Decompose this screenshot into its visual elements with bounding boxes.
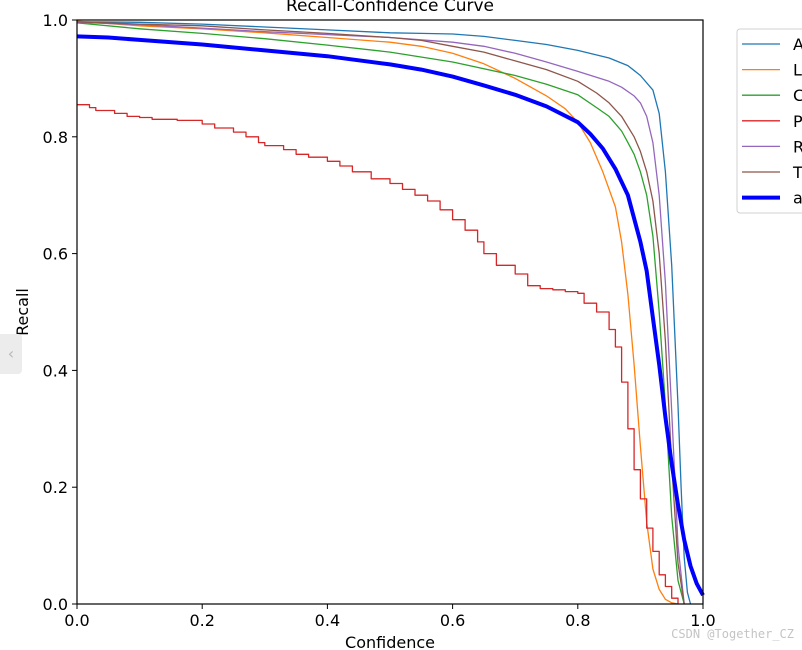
plot-lines	[76, 20, 705, 605]
x-axis-label: Confidence	[345, 633, 435, 650]
y-axis-ticks: 0.0 0.2 0.4 0.6 0.8 1.0	[43, 11, 77, 614]
y-axis-label: Recall	[13, 288, 32, 336]
series-line-P	[77, 104, 679, 604]
x-tick-label: 0.6	[440, 611, 465, 630]
legend-label-L: L	[793, 61, 802, 80]
series-line-a	[76, 34, 705, 597]
series-line-C	[76, 22, 685, 605]
series-line-L	[76, 20, 679, 605]
x-tick-label: 0.2	[189, 611, 214, 630]
x-axis-ticks: 0.0 0.2 0.4 0.6 0.8 1.0	[64, 604, 716, 630]
x-tick-label: 0.8	[565, 611, 590, 630]
legend-label-T: T	[792, 163, 802, 182]
x-tick-label: 0.4	[315, 611, 340, 630]
legend-label-A: A	[793, 35, 802, 54]
legend-label-a: a	[793, 189, 802, 208]
y-tick-label: 1.0	[43, 11, 68, 30]
y-tick-label: 0.2	[43, 478, 68, 497]
plot-frame	[76, 19, 704, 605]
watermark: CSDN @Together_CZ	[671, 627, 794, 641]
x-tick-label: 1.0	[690, 611, 715, 630]
previous-image-button[interactable]: ‹	[0, 334, 22, 374]
x-tick-label: 0.0	[64, 611, 89, 630]
y-tick-label: 0.6	[43, 245, 68, 264]
chart-title: Recall-Confidence Curve	[286, 0, 494, 16]
y-tick-label: 0.4	[43, 361, 68, 380]
y-tick-label: 0.8	[43, 128, 68, 147]
chevron-left-icon: ‹	[7, 344, 15, 363]
y-tick-label: 0.0	[43, 595, 68, 614]
legend-label-R: R	[793, 137, 802, 156]
series-line-A	[76, 21, 692, 605]
series-line-R	[76, 21, 685, 605]
legend-label-P: P	[793, 112, 802, 131]
legend-label-C: C	[793, 86, 802, 105]
series-line-T	[76, 21, 685, 605]
